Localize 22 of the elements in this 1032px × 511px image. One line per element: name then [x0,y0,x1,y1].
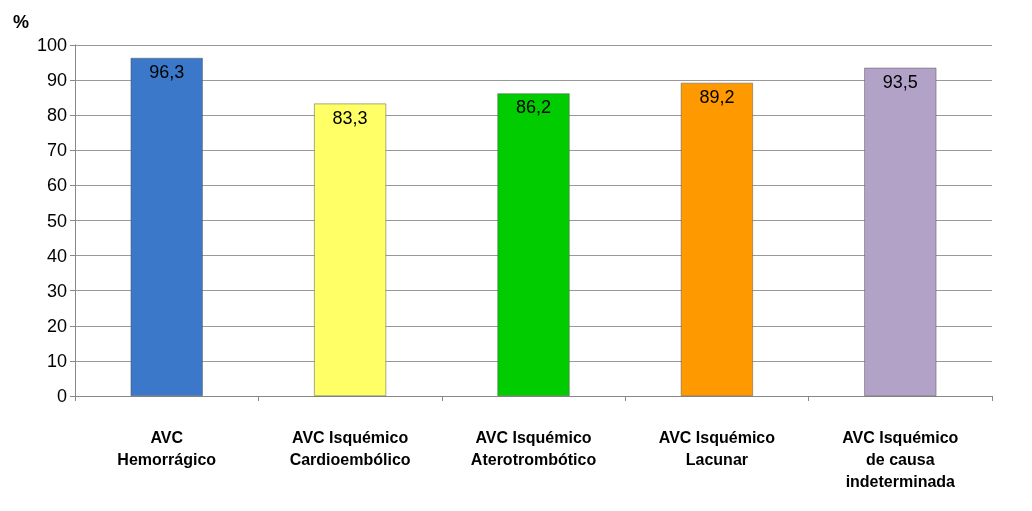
x-tick-label: AVC Isquémico Lacunar [658,428,776,468]
x-tick-label: AVC Isquémico de causa indeterminada [842,428,959,490]
y-tick-label: 30 [46,280,67,301]
data-label: 86,2 [515,97,552,118]
y-tick-label: 60 [46,175,67,196]
x-tick-label: AVC Isquémico Cardioembólico [289,428,411,468]
data-label: 93,5 [882,71,918,92]
y-tick-label: 90 [46,70,67,91]
y-tick-label: 20 [46,315,67,336]
y-tick-label: 10 [46,350,67,371]
y-tick-label: 50 [46,210,67,231]
y-tick-label: 80 [46,105,67,126]
y-axis-title: % [13,12,30,32]
x-tick-label: AVC Isquémico Aterotrombótico [470,428,597,468]
data-label: 96,3 [149,61,185,82]
data-label: 83,3 [332,107,368,128]
x-tick-label: AVC Hemorrágico [117,428,217,468]
y-tick-label: 100 [36,35,67,55]
y-tick-label: 40 [46,245,67,266]
y-tick-label: 0 [56,386,67,406]
data-label: 89,2 [699,86,735,107]
y-tick-label: 70 [46,140,67,161]
